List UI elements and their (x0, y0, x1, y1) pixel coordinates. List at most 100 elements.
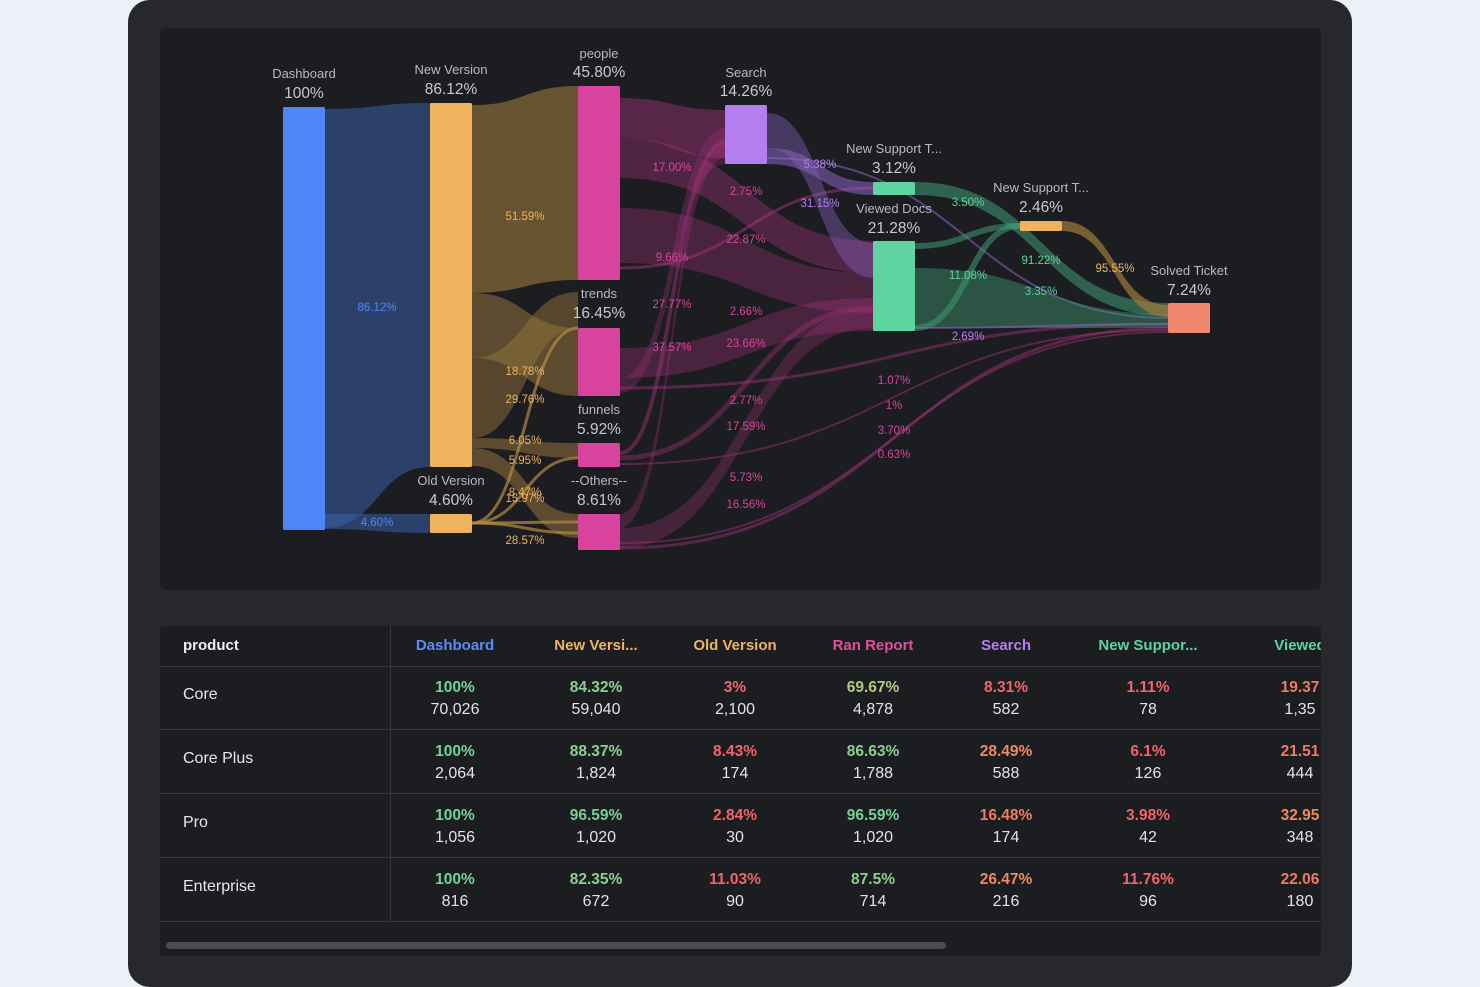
table-cell[interactable]: 28.49% 588 (980, 741, 1033, 785)
table-cell[interactable]: 100% 2,064 (435, 741, 475, 785)
table-cell[interactable]: 22.06 180 (1281, 869, 1320, 913)
flow-link[interactable] (619, 329, 1169, 465)
flow-link[interactable] (471, 456, 579, 525)
cell-count: 174 (721, 765, 749, 782)
product-column-header[interactable]: product (160, 626, 391, 666)
sankey-node-oldversion[interactable] (430, 514, 472, 533)
sankey-node-vieweddocs[interactable] (873, 241, 915, 331)
table-cell[interactable]: 69.67% 4,878 (847, 677, 900, 721)
horizontal-scrollbar[interactable] (166, 942, 946, 949)
table-cell[interactable]: 87.5% 714 (851, 869, 895, 913)
sankey-node-newsupport2[interactable] (1020, 221, 1062, 231)
flow-link[interactable] (619, 322, 1169, 390)
table-cell[interactable]: 26.47% 216 (980, 869, 1033, 913)
sankey-node-newsupport1[interactable] (873, 182, 915, 195)
table-cell[interactable]: 11.76% 96 (1122, 869, 1174, 913)
sankey-node-trends[interactable] (578, 328, 620, 396)
table-cell[interactable]: 11.03% 90 (709, 869, 761, 913)
sankey-link-label: 17.59% (726, 421, 765, 433)
table-row[interactable]: Core Plus 100% 2,064 88.37% 1,824 8.43% 174 86.… (160, 730, 1321, 794)
flow-link[interactable] (472, 293, 578, 396)
sankey-node-others[interactable] (578, 514, 620, 550)
flow-link[interactable] (1062, 221, 1168, 317)
table-cell[interactable]: 1.11% 78 (1126, 677, 1169, 721)
table-cell[interactable]: 88.37% 1,824 (570, 741, 623, 785)
sankey-node-search[interactable] (725, 105, 767, 164)
cell-percentage: 11.76% (1122, 871, 1174, 888)
table-cell[interactable]: 8.31% 582 (984, 677, 1028, 721)
sankey-node-funnels[interactable] (578, 443, 620, 467)
flow-link[interactable] (915, 268, 1168, 328)
product-label: Core Plus (183, 750, 254, 767)
flow-link[interactable] (620, 208, 873, 313)
table-cell[interactable]: 82.35% 672 (570, 869, 623, 913)
cell-percentage: 100% (435, 743, 475, 760)
table-cell[interactable]: 32.95 348 (1281, 805, 1320, 849)
table-row[interactable]: Enterprise 100% 816 82.35% 672 11.03% 90 87.5% 7… (160, 858, 1321, 922)
flow-link[interactable] (619, 331, 1169, 544)
flow-link[interactable] (472, 438, 578, 458)
flow-link[interactable] (914, 223, 1021, 331)
flow-link[interactable] (619, 141, 726, 455)
flow-link[interactable] (620, 138, 873, 273)
table-cell[interactable]: 100% 70,026 (431, 677, 480, 721)
table-cell[interactable]: 96.59% 1,020 (570, 805, 623, 849)
table-cell[interactable]: 3.98% 42 (1126, 805, 1170, 849)
table-cell[interactable]: 16.48% 174 (980, 805, 1033, 849)
sankey-node-dashboard[interactable] (283, 107, 325, 530)
flow-link[interactable] (620, 128, 725, 393)
table-cell[interactable]: 8.43% 174 (713, 741, 757, 785)
sankey-node-solvedticket[interactable] (1168, 303, 1210, 333)
flow-link[interactable] (472, 292, 578, 438)
cell-count: 174 (992, 829, 1020, 846)
table-cell[interactable]: 100% 1,056 (435, 805, 475, 849)
table-cell[interactable]: 3% 2,100 (715, 677, 755, 721)
flow-link[interactable] (914, 323, 1169, 329)
table-cell[interactable]: 6.1% 126 (1130, 741, 1165, 785)
cell-percentage: 100% (435, 807, 475, 824)
column-header-old-version[interactable]: Old Version (693, 637, 777, 654)
flow-link[interactable] (767, 113, 873, 278)
flow-link[interactable] (620, 98, 725, 158)
cell-count: 348 (1286, 829, 1314, 846)
flow-link[interactable] (471, 326, 579, 525)
column-header-dashboard[interactable]: Dashboard (415, 637, 495, 654)
sankey-node-newversion[interactable] (430, 103, 472, 467)
flow-link[interactable] (325, 103, 430, 528)
table-row[interactable]: Pro 100% 1,056 96.59% 1,020 2.84% 30 96.59% 1,02… (160, 794, 1321, 858)
sankey-node-label: Solved Ticket (1150, 263, 1228, 278)
flow-link[interactable] (620, 308, 873, 548)
table-cell[interactable]: 2.84% 30 (713, 805, 757, 849)
table-cell[interactable]: 84.32% 59,040 (570, 677, 623, 721)
flow-link[interactable] (472, 448, 578, 538)
flow-link[interactable] (620, 138, 725, 528)
cell-percentage: 32.95 (1280, 807, 1320, 824)
flow-link[interactable] (325, 514, 430, 533)
flow-link[interactable] (619, 326, 1169, 550)
table-cell[interactable]: 86.63% 1,788 (847, 741, 900, 785)
flow-link[interactable] (471, 521, 579, 535)
column-header-viewed[interactable]: Viewed (1274, 637, 1321, 654)
column-header-ran-report[interactable]: Ran Report (832, 637, 914, 654)
table-cell[interactable]: 100% 816 (435, 869, 475, 913)
column-header-new-suppor[interactable]: New Suppor... (1098, 637, 1198, 654)
cell-percentage: 69.67% (846, 679, 900, 696)
table-cell[interactable]: 96.59% 1,020 (847, 805, 900, 849)
table-row[interactable]: Core 100% 70,026 84.32% 59,040 3% 2,100 69.67% 4… (160, 666, 1321, 730)
column-header-new-versi[interactable]: New Versi... (554, 637, 638, 654)
sankey-link-label: 11.08% (949, 270, 987, 282)
flow-link[interactable] (620, 298, 873, 378)
column-header-search[interactable]: Search (980, 637, 1032, 654)
cell-percentage: 6.1% (1130, 743, 1166, 760)
flow-link[interactable] (619, 305, 874, 461)
sankey-link-label: 37.57% (652, 342, 691, 354)
flow-link[interactable] (915, 182, 1168, 316)
sankey-link-label: 2.77% (730, 395, 763, 407)
table-cell[interactable]: 19.37 1,35 (1281, 677, 1320, 721)
flow-link[interactable] (619, 186, 874, 270)
sankey-link-label: 86.12% (357, 302, 396, 314)
table-cell[interactable]: 21.51 444 (1281, 741, 1320, 785)
cell-count: 1,35 (1284, 701, 1316, 718)
flow-link[interactable] (472, 86, 578, 293)
sankey-node-people[interactable] (578, 86, 620, 280)
